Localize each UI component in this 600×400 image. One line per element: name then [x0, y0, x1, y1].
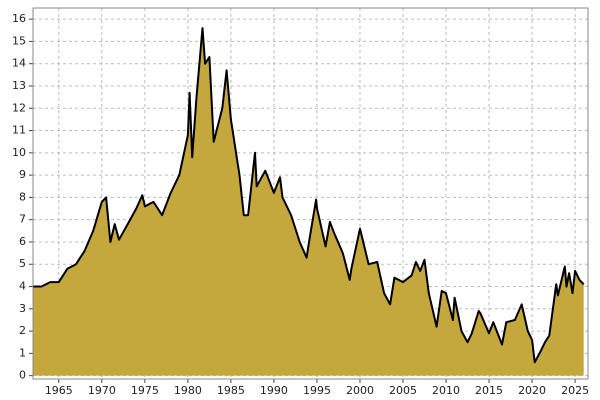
y-tick-label: 0	[19, 369, 26, 382]
y-tick-label: 6	[19, 235, 26, 248]
y-tick-label: 3	[19, 302, 26, 315]
x-tick-label: 2005	[389, 384, 417, 397]
y-tick-label: 2	[19, 324, 26, 337]
y-tick-label: 11	[12, 124, 26, 137]
area	[33, 28, 584, 376]
y-tick-label: 12	[12, 101, 26, 114]
plot-frame	[32, 7, 589, 380]
x-tick-label: 2020	[518, 384, 546, 397]
y-tick-label: 4	[19, 280, 26, 293]
x-tick-label: 1985	[217, 384, 245, 397]
x-tick-label: 2000	[346, 384, 374, 397]
x-tick-label: 1965	[45, 384, 73, 397]
line	[33, 27, 585, 364]
y-tick-label: 7	[19, 213, 26, 226]
x-tick-label: 1980	[174, 384, 202, 397]
x-tick-label: 2015	[475, 384, 503, 397]
y-tick-label: 14	[12, 57, 26, 70]
y-tick-label: 13	[12, 79, 26, 92]
x-tick-label: 2010	[432, 384, 460, 397]
y-tick-label: 10	[12, 146, 26, 159]
x-tick-label: 1975	[131, 384, 159, 397]
y-tick-label: 1	[19, 346, 26, 359]
y-tick-label: 8	[19, 190, 26, 203]
y-tick-label: 9	[19, 168, 26, 181]
x-tick-label: 2025	[561, 384, 589, 397]
x-tick-label: 1970	[88, 384, 116, 397]
y-tick-label: 15	[12, 34, 26, 47]
x-tick-label: 1995	[303, 384, 331, 397]
y-tick-label: 16	[12, 12, 26, 25]
y-tick-label: 5	[19, 257, 26, 270]
x-tick-label: 1990	[260, 384, 288, 397]
